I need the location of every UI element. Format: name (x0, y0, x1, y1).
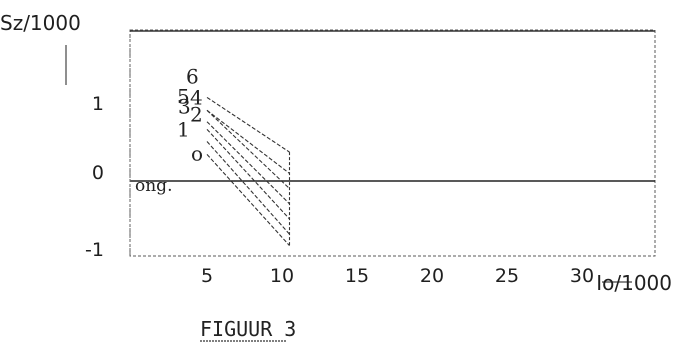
x-tick-label-30: 30 (570, 265, 594, 287)
baseline-label: ong. (135, 176, 172, 196)
series-line-o (206, 154, 290, 246)
series-label-5: 5 (177, 84, 190, 108)
series-label-1: 1 (177, 117, 190, 141)
y-tick-label-0: 0 (92, 162, 104, 184)
x-axis-label: Io/1000 (596, 271, 672, 295)
series-line-6 (206, 96, 290, 153)
y-axis-label: Sz/1000 (0, 11, 81, 35)
series-line-3 (206, 121, 290, 205)
series-label-3: 3 (178, 95, 191, 119)
x-tick-label-15: 15 (345, 265, 369, 287)
series-line-4 (206, 109, 290, 189)
plot-frame (129, 29, 656, 257)
series-label-6: 6 (186, 64, 199, 88)
x-tick-label-10: 10 (270, 265, 294, 287)
series-line-1 (206, 141, 290, 235)
series-line-5 (206, 109, 290, 174)
series-line-2 (206, 128, 290, 220)
x-tick-label-25: 25 (495, 265, 519, 287)
series-label-4: 4 (190, 85, 203, 109)
y-tick-label-minus-1: -1 (85, 239, 104, 261)
series-label-2: 2 (190, 102, 203, 126)
y-tick-label-1: 1 (92, 93, 104, 115)
x-tick-label-20: 20 (420, 265, 444, 287)
x-tick-label-5: 5 (201, 265, 213, 287)
series-label-o: o (191, 141, 203, 165)
figure-caption: FIGUUR 3 (200, 317, 296, 341)
